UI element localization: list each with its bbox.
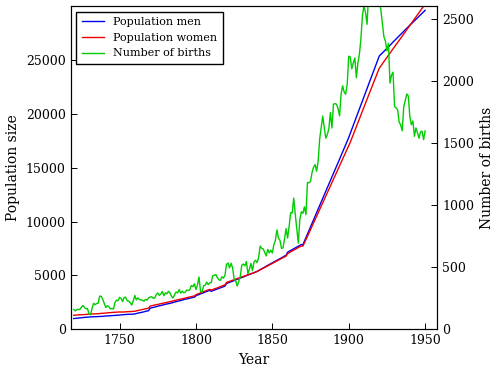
Population women xyxy=(220,283,226,288)
Number of births xyxy=(222,273,228,278)
Population women xyxy=(422,4,428,9)
Population men xyxy=(70,316,76,321)
Population men xyxy=(393,37,399,41)
Population women xyxy=(406,25,411,30)
Line: Number of births: Number of births xyxy=(74,0,425,315)
Population women xyxy=(393,43,399,47)
Number of births xyxy=(122,295,128,300)
Line: Population men: Population men xyxy=(74,10,425,319)
Y-axis label: Population size: Population size xyxy=(6,115,20,221)
Population men xyxy=(422,8,428,13)
Population women xyxy=(70,313,76,317)
Line: Population women: Population women xyxy=(74,6,425,315)
Number of births xyxy=(422,129,428,133)
Legend: Population men, Population women, Number of births: Population men, Population women, Number… xyxy=(76,12,223,64)
Number of births xyxy=(396,120,402,125)
Number of births xyxy=(412,134,418,138)
Number of births xyxy=(80,303,86,308)
Population men xyxy=(408,22,414,26)
Population women xyxy=(408,21,414,25)
Population women xyxy=(121,310,127,314)
Number of births xyxy=(70,307,76,312)
Population men xyxy=(220,285,226,289)
Y-axis label: Number of births: Number of births xyxy=(480,107,494,229)
Population women xyxy=(420,4,426,9)
X-axis label: Year: Year xyxy=(238,353,270,367)
Population men xyxy=(80,315,86,320)
Number of births xyxy=(408,123,414,127)
Number of births xyxy=(88,313,94,317)
Population women xyxy=(80,313,86,317)
Population men xyxy=(406,25,411,29)
Population men xyxy=(121,313,127,317)
